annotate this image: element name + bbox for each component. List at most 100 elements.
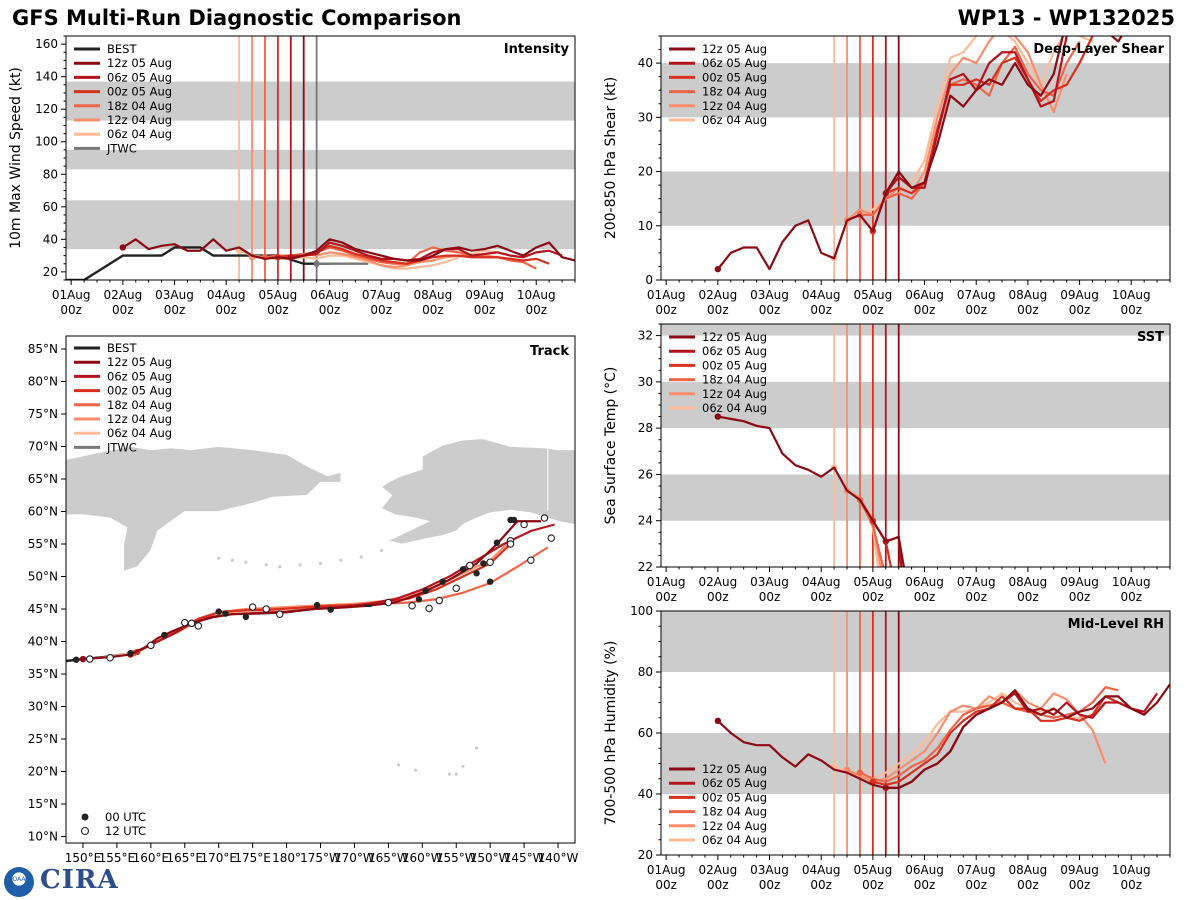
y-tick-label: 30: [638, 110, 653, 124]
x-tick-hour-label: 00z: [965, 303, 987, 317]
shaded-band: [66, 200, 575, 250]
rh-title: Mid-Level RH: [1068, 617, 1164, 632]
lat-tick-label: 60°N: [28, 505, 58, 519]
legend-label: 18z 04 Aug: [107, 398, 172, 412]
marker-12utc: [527, 556, 535, 564]
x-tick-hour-label: 00z: [525, 303, 547, 317]
x-tick-day-label: 09Aug: [465, 288, 504, 302]
legend-label: 06z 05 Aug: [107, 369, 172, 383]
lon-tick-label: 175°E: [234, 851, 271, 865]
series-start-point: [714, 265, 722, 273]
x-tick-day-label: 10Aug: [1112, 575, 1151, 589]
marker-legend-00-label: 00 UTC: [105, 810, 146, 824]
x-tick-hour-label: 00z: [862, 303, 884, 317]
marker-00utc: [215, 608, 222, 615]
x-tick-day-label: 04Aug: [802, 863, 841, 877]
legend-label: 18z 04 Aug: [702, 85, 767, 99]
marker-legend-12-label: 12 UTC: [105, 824, 146, 838]
legend-label: 00z 05 Aug: [702, 70, 767, 84]
island: [278, 565, 282, 569]
y-tick-label: 120: [35, 102, 58, 116]
legend-label: 18z 04 Aug: [702, 805, 767, 819]
track-plot-area: [66, 438, 575, 776]
shaded-band: [661, 611, 1170, 672]
x-tick-day-label: 05Aug: [854, 575, 893, 589]
cira-logo: NOAA CIRA: [4, 864, 118, 898]
legend-label: 00z 05 Aug: [107, 85, 172, 99]
x-tick-day-label: 07Aug: [362, 288, 401, 302]
series-start-point: [119, 244, 127, 251]
island: [264, 563, 268, 567]
x-tick-day-label: 03Aug: [750, 575, 789, 589]
legend-label: 12z 05 Aug: [702, 330, 767, 344]
shear-ylabel: 200-850 hPa Shear (kt): [603, 77, 619, 239]
noaa-logo-icon: [4, 867, 34, 897]
y-tick-label: 40: [638, 56, 653, 70]
lon-tick-label: 175°W: [300, 851, 341, 865]
y-tick-label: 0: [645, 273, 653, 287]
lon-tick-label: 160°E: [133, 851, 170, 865]
island: [244, 560, 248, 564]
x-tick-day-label: 03Aug: [155, 288, 194, 302]
legend-label: 06z 05 Aug: [702, 56, 767, 70]
y-tick-label: 80: [638, 665, 653, 679]
island: [379, 548, 384, 553]
sst-plot-area: [661, 324, 1170, 567]
track-line: [89, 588, 423, 661]
x-tick-hour-label: 00z: [1069, 590, 1091, 604]
x-tick-hour-label: 00z: [810, 590, 832, 604]
marker-12utc: [452, 584, 460, 592]
x-tick-hour-label: 00z: [1069, 878, 1091, 892]
lat-tick-label: 10°N: [28, 830, 58, 844]
y-tick-label: 80: [43, 167, 58, 181]
series-line: [717, 683, 1170, 790]
marker-legend-00-dot: [81, 813, 89, 821]
marker-12utc: [466, 561, 474, 570]
series-line: [122, 238, 575, 262]
track-title: Track: [530, 344, 569, 359]
island: [298, 563, 302, 567]
x-tick-day-label: 05Aug: [259, 288, 298, 302]
x-tick-day-label: 05Aug: [854, 288, 893, 302]
marker-00utc: [493, 539, 501, 546]
x-tick-day-label: 03Aug: [750, 863, 789, 877]
lat-tick-label: 65°N: [28, 472, 58, 486]
lat-tick-label: 75°N: [28, 407, 58, 421]
x-tick-day-label: 07Aug: [957, 863, 996, 877]
x-tick-hour-label: 00z: [810, 303, 832, 317]
sst-ylabel: Sea Surface Temp (°C): [603, 367, 619, 525]
y-tick-label: 26: [638, 467, 653, 481]
marker-00utc: [222, 610, 229, 617]
x-tick-day-label: 06Aug: [905, 863, 944, 877]
island: [474, 746, 479, 750]
x-tick-hour-label: 00z: [707, 590, 729, 604]
x-tick-hour-label: 00z: [862, 878, 884, 892]
lon-tick-label: 180°: [272, 851, 301, 865]
jtwc-point: [313, 260, 320, 267]
legend-label: 00z 05 Aug: [702, 790, 767, 804]
legend-label: 12z 04 Aug: [107, 113, 172, 127]
lat-tick-label: 40°N: [28, 635, 58, 649]
x-tick-day-label: 04Aug: [802, 575, 841, 589]
shaded-band: [661, 324, 1170, 336]
island: [396, 763, 401, 767]
marker-12utc: [106, 653, 114, 662]
lon-tick-label: 165°W: [368, 851, 409, 865]
marker-12utc: [540, 514, 549, 522]
y-tick-label: 30: [638, 375, 653, 389]
track-line: [129, 539, 512, 656]
marker-legend-12-dot: [80, 826, 90, 836]
y-tick-label: 140: [35, 70, 58, 84]
marker-12utc: [425, 604, 433, 613]
marker-00utc: [473, 570, 480, 577]
marker-00utc: [242, 613, 250, 620]
lon-tick-label: 155°E: [99, 851, 136, 865]
series-start-point: [714, 717, 722, 724]
x-tick-day-label: 09Aug: [1060, 863, 1099, 877]
x-tick-hour-label: 00z: [1069, 303, 1091, 317]
intensity-title: Intensity: [504, 42, 570, 57]
lat-tick-label: 35°N: [28, 667, 58, 681]
